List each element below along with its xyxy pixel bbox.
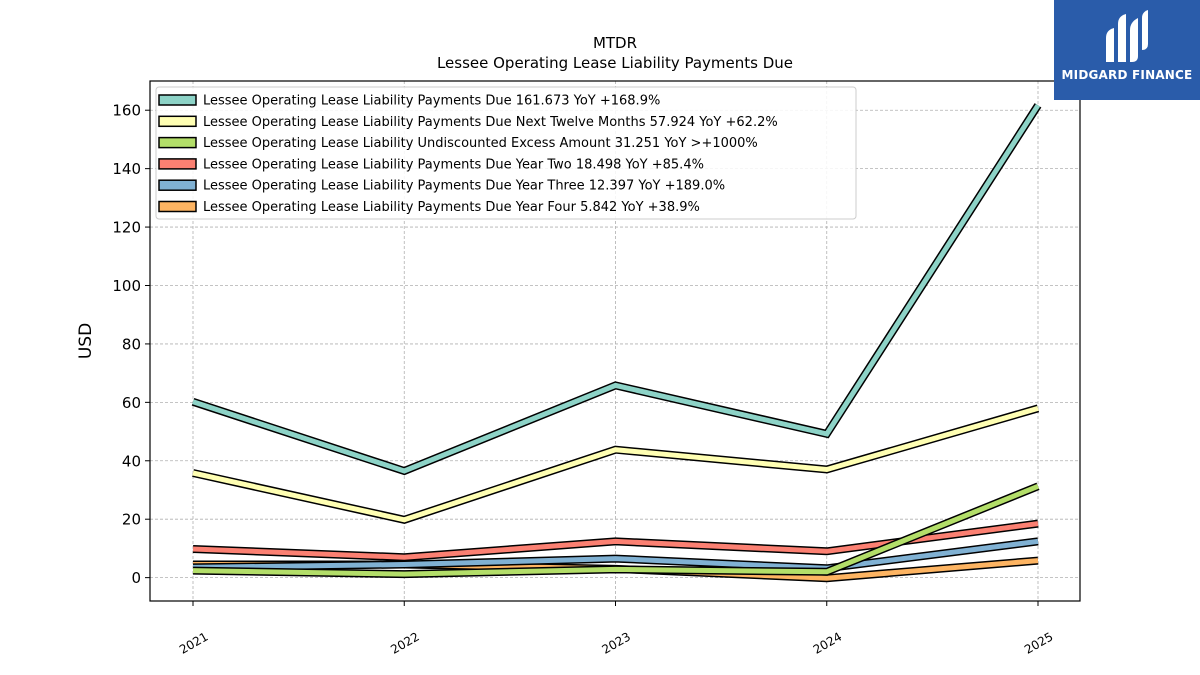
y-tick-label: 140 (112, 160, 141, 178)
midgard-logo-icon (1106, 10, 1148, 62)
legend-entry: Lessee Operating Lease Liability Payment… (203, 115, 778, 130)
x-tick-label: 2021 (177, 629, 210, 656)
midgard-finance-logo: MIDGARD FINANCE (1054, 0, 1200, 100)
y-tick-label: 160 (112, 102, 141, 120)
y-tick-label: 40 (122, 452, 141, 470)
legend-swatch (158, 136, 197, 149)
logo-text: MIDGARD FINANCE (1061, 68, 1193, 82)
series-line (191, 103, 1042, 476)
y-tick-label: 120 (112, 219, 141, 237)
x-tick-label: 2024 (811, 629, 844, 656)
y-tick-label: 20 (122, 511, 141, 529)
legend-entry: Lessee Operating Lease Liability Payment… (203, 179, 725, 194)
legend-entry: Lessee Operating Lease Liability Payment… (203, 200, 700, 215)
legend-entry: Lessee Operating Lease Liability Undisco… (203, 136, 758, 151)
legend: Lessee Operating Lease Liability Payment… (155, 86, 857, 220)
legend-box (155, 86, 857, 220)
series-line (192, 482, 1040, 579)
series-line (192, 404, 1040, 524)
legend-swatch (158, 94, 197, 106)
legend-swatch (158, 200, 197, 213)
chart-title: MTDR (593, 34, 637, 52)
x-tick-label: 2023 (600, 629, 633, 656)
legend-entry: Lessee Operating Lease Liability Payment… (203, 94, 660, 109)
y-axis: 0 20 40 60 80 100 120 140 160 (112, 102, 150, 587)
y-axis-label: USD (76, 323, 96, 359)
chart-subtitle: Lessee Operating Lease Liability Payment… (437, 54, 793, 72)
y-tick-label: 100 (112, 277, 141, 295)
x-tick-label: 2022 (388, 629, 421, 656)
legend-swatch (158, 158, 197, 170)
y-tick-label: 80 (122, 335, 141, 353)
y-tick-label: 0 (131, 569, 141, 587)
y-tick-label: 60 (122, 394, 141, 412)
x-axis: 2021 2022 2023 2024 2025 (177, 601, 1056, 657)
series-line (192, 537, 1039, 573)
legend-swatch (158, 179, 197, 191)
series-layer (191, 103, 1042, 583)
legend-entry: Lessee Operating Lease Liability Payment… (203, 157, 704, 172)
legend-swatch (158, 115, 197, 128)
x-tick-label: 2025 (1022, 629, 1055, 656)
